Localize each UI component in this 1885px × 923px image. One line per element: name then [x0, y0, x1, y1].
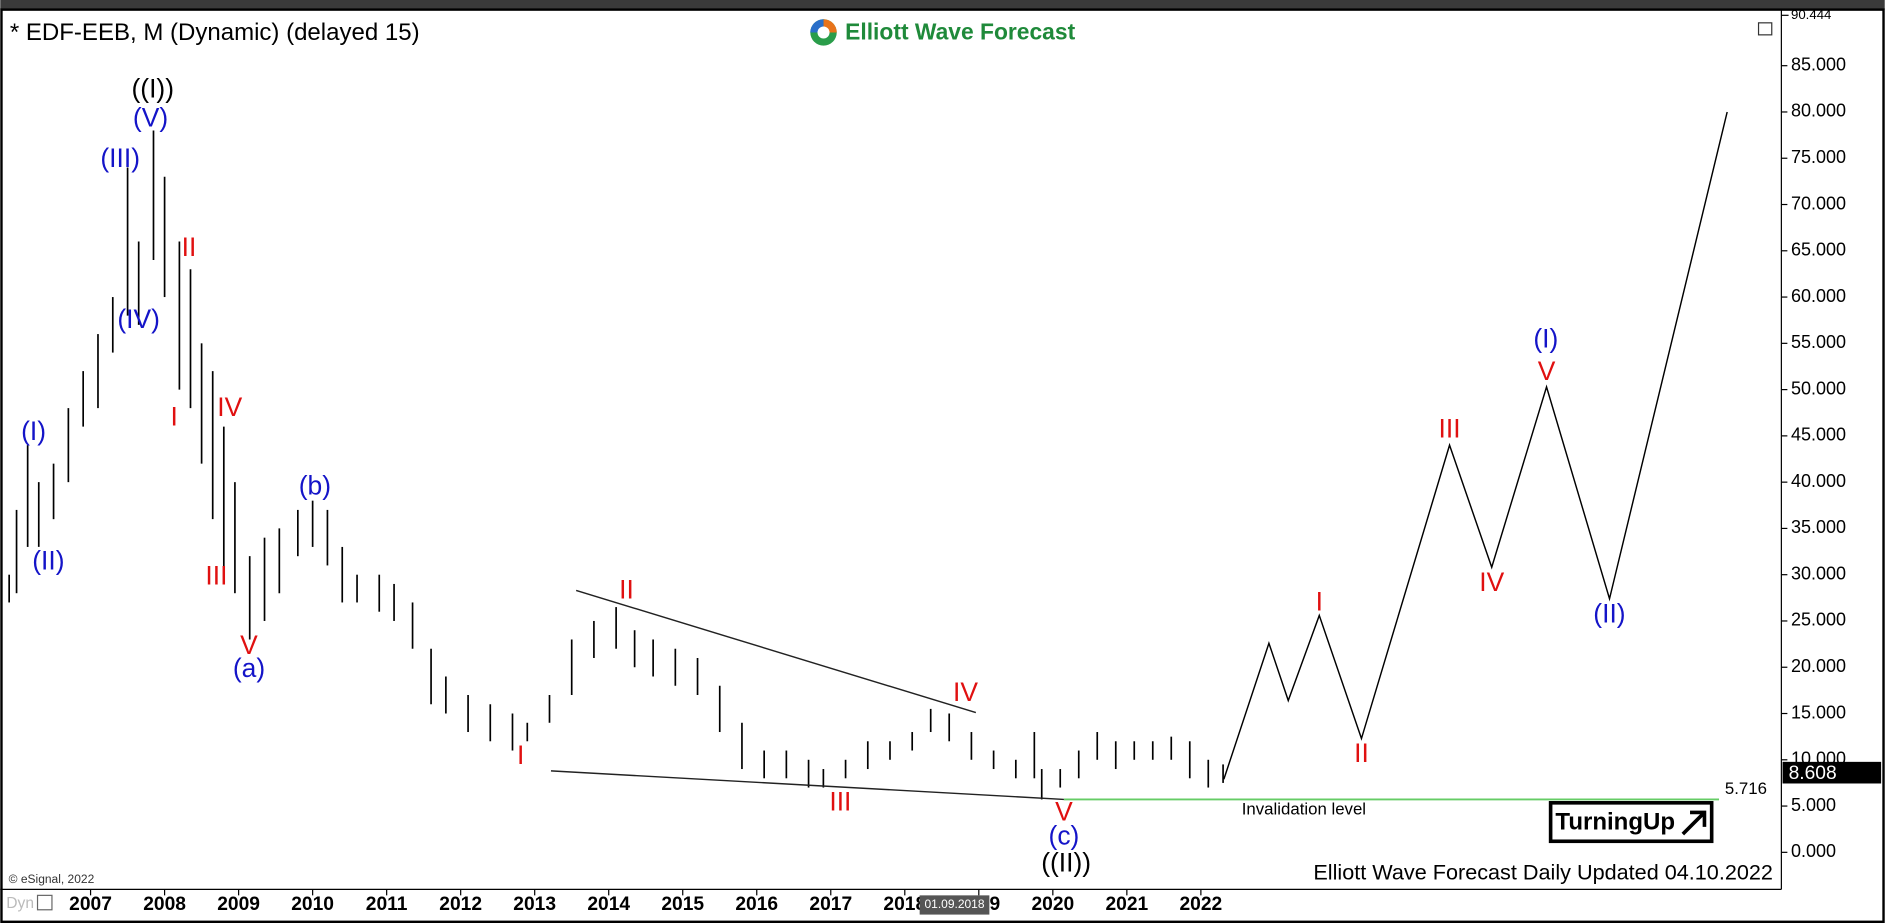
- badge-text: TurningUp: [1555, 809, 1675, 836]
- brand: Elliott Wave Forecast: [845, 19, 1075, 45]
- wave-label: V: [240, 630, 258, 660]
- y-tick-label: 85.000: [1791, 54, 1846, 74]
- badge-arrow: [1681, 810, 1707, 836]
- y-tick-label: 75.000: [1791, 147, 1846, 167]
- y-tick-label: 65.000: [1791, 240, 1846, 260]
- y-tick-label: 70.000: [1791, 193, 1846, 213]
- wave-label: II: [619, 574, 634, 604]
- wave-label: IV: [217, 392, 242, 422]
- y-tick-label: 60.000: [1791, 286, 1846, 306]
- wave-label: (c): [1049, 821, 1080, 851]
- wave-label: (II): [32, 546, 64, 576]
- corner-icon[interactable]: [36, 894, 53, 911]
- high-marker-label: 90.444: [1791, 7, 1831, 22]
- invalidation-value: 5.716: [1725, 779, 1767, 798]
- wave-label: (a): [233, 653, 265, 683]
- price-bars: [8, 130, 1224, 800]
- footer: Elliott Wave Forecast Daily Updated 04.1…: [1313, 859, 1773, 884]
- y-tick-label: 25.000: [1791, 610, 1846, 630]
- wave-label: V: [1055, 796, 1073, 826]
- x-tick-label: 2022: [1179, 894, 1222, 915]
- chart-title: * EDF-EEB, M (Dynamic) (delayed 15): [10, 19, 420, 46]
- turning-up-badge: TurningUp: [1548, 801, 1714, 844]
- wave-label: (III): [100, 143, 140, 173]
- x-tick-label: 2011: [366, 894, 408, 915]
- y-tick-label: 5.000: [1791, 795, 1836, 815]
- wave-label: II: [182, 232, 197, 262]
- wave-label: IV: [1479, 567, 1504, 597]
- y-tick-label: 15.000: [1791, 702, 1846, 722]
- y-tick-label: 80.000: [1791, 101, 1846, 121]
- y-tick-label: 50.000: [1791, 378, 1846, 398]
- wave-label: II: [1354, 738, 1369, 768]
- wave-label: III: [829, 786, 851, 816]
- wave-label: ((I)): [131, 74, 174, 104]
- invalidation-label: Invalidation level: [1242, 800, 1366, 819]
- projection-line: [1223, 111, 1728, 780]
- wave-label: (IV): [117, 304, 160, 334]
- x-tick-label: 2016: [735, 894, 778, 915]
- y-tick-label: 20.000: [1791, 656, 1846, 676]
- trend-line: [575, 589, 977, 714]
- wave-label: I: [517, 740, 524, 770]
- logo: Elliott Wave Forecast: [810, 19, 1076, 46]
- top-bar: [0, 0, 1885, 10]
- y-tick-label: 40.000: [1791, 471, 1846, 491]
- y-tick-label: 55.000: [1791, 332, 1846, 352]
- x-tick-label: 2017: [809, 894, 852, 915]
- wave-label: IV: [953, 677, 978, 707]
- crosshair-date-box: [919, 895, 990, 915]
- x-tick-label: 2009: [217, 894, 260, 915]
- badge-box: [1548, 801, 1714, 844]
- y-tick-label: 35.000: [1791, 517, 1846, 537]
- wave-label: (II): [1593, 598, 1625, 628]
- crosshair-date: 01.09.2018: [919, 895, 990, 915]
- wave-label: (V): [133, 102, 168, 132]
- y-tick-label: 30.000: [1791, 563, 1846, 583]
- x-tick-label: 2013: [513, 894, 556, 915]
- last-price-box: [1782, 761, 1882, 784]
- wave-label: (I): [1533, 324, 1558, 354]
- restore-icon[interactable]: [1757, 22, 1773, 36]
- wave-label: ((II)): [1041, 847, 1091, 877]
- copyright: © eSignal, 2022: [9, 872, 95, 886]
- trend-line: [550, 770, 1064, 801]
- wave-labels: ((I))(V)(III)(IV)(I)(II)III IVIIIV(a)(b)I…: [21, 74, 1626, 878]
- wave-label: III: [205, 560, 227, 590]
- y-tick-label: 0.000: [1791, 841, 1836, 861]
- x-tick-label: 2012: [439, 894, 482, 915]
- x-tick-label: 2015: [661, 894, 704, 915]
- crosshair-date-label: 01.09.2018: [924, 897, 984, 911]
- wave-label: V: [1538, 356, 1556, 386]
- logo-icon-center: [817, 26, 830, 39]
- x-tick-label: 2010: [291, 894, 334, 915]
- corner-label: Dyn: [6, 895, 34, 912]
- x-tick-label: 2008: [143, 894, 186, 915]
- x-tick-label: 2014: [587, 894, 630, 915]
- x-tick-label: 2007: [69, 894, 112, 915]
- last-price-label: 8.608: [1789, 763, 1837, 784]
- wave-label: I: [171, 401, 178, 431]
- wave-label: III: [1439, 413, 1461, 443]
- frame: [0, 8, 1885, 923]
- wave-label: I: [1316, 586, 1323, 616]
- wave-label: (b): [299, 471, 331, 501]
- wave-label: (I): [21, 416, 46, 446]
- y-tick-label: 45.000: [1791, 425, 1846, 445]
- x-tick-label: 2018: [883, 894, 926, 915]
- x-tick-label: 2021: [1105, 894, 1148, 915]
- x-tick-label: 2020: [1031, 894, 1074, 915]
